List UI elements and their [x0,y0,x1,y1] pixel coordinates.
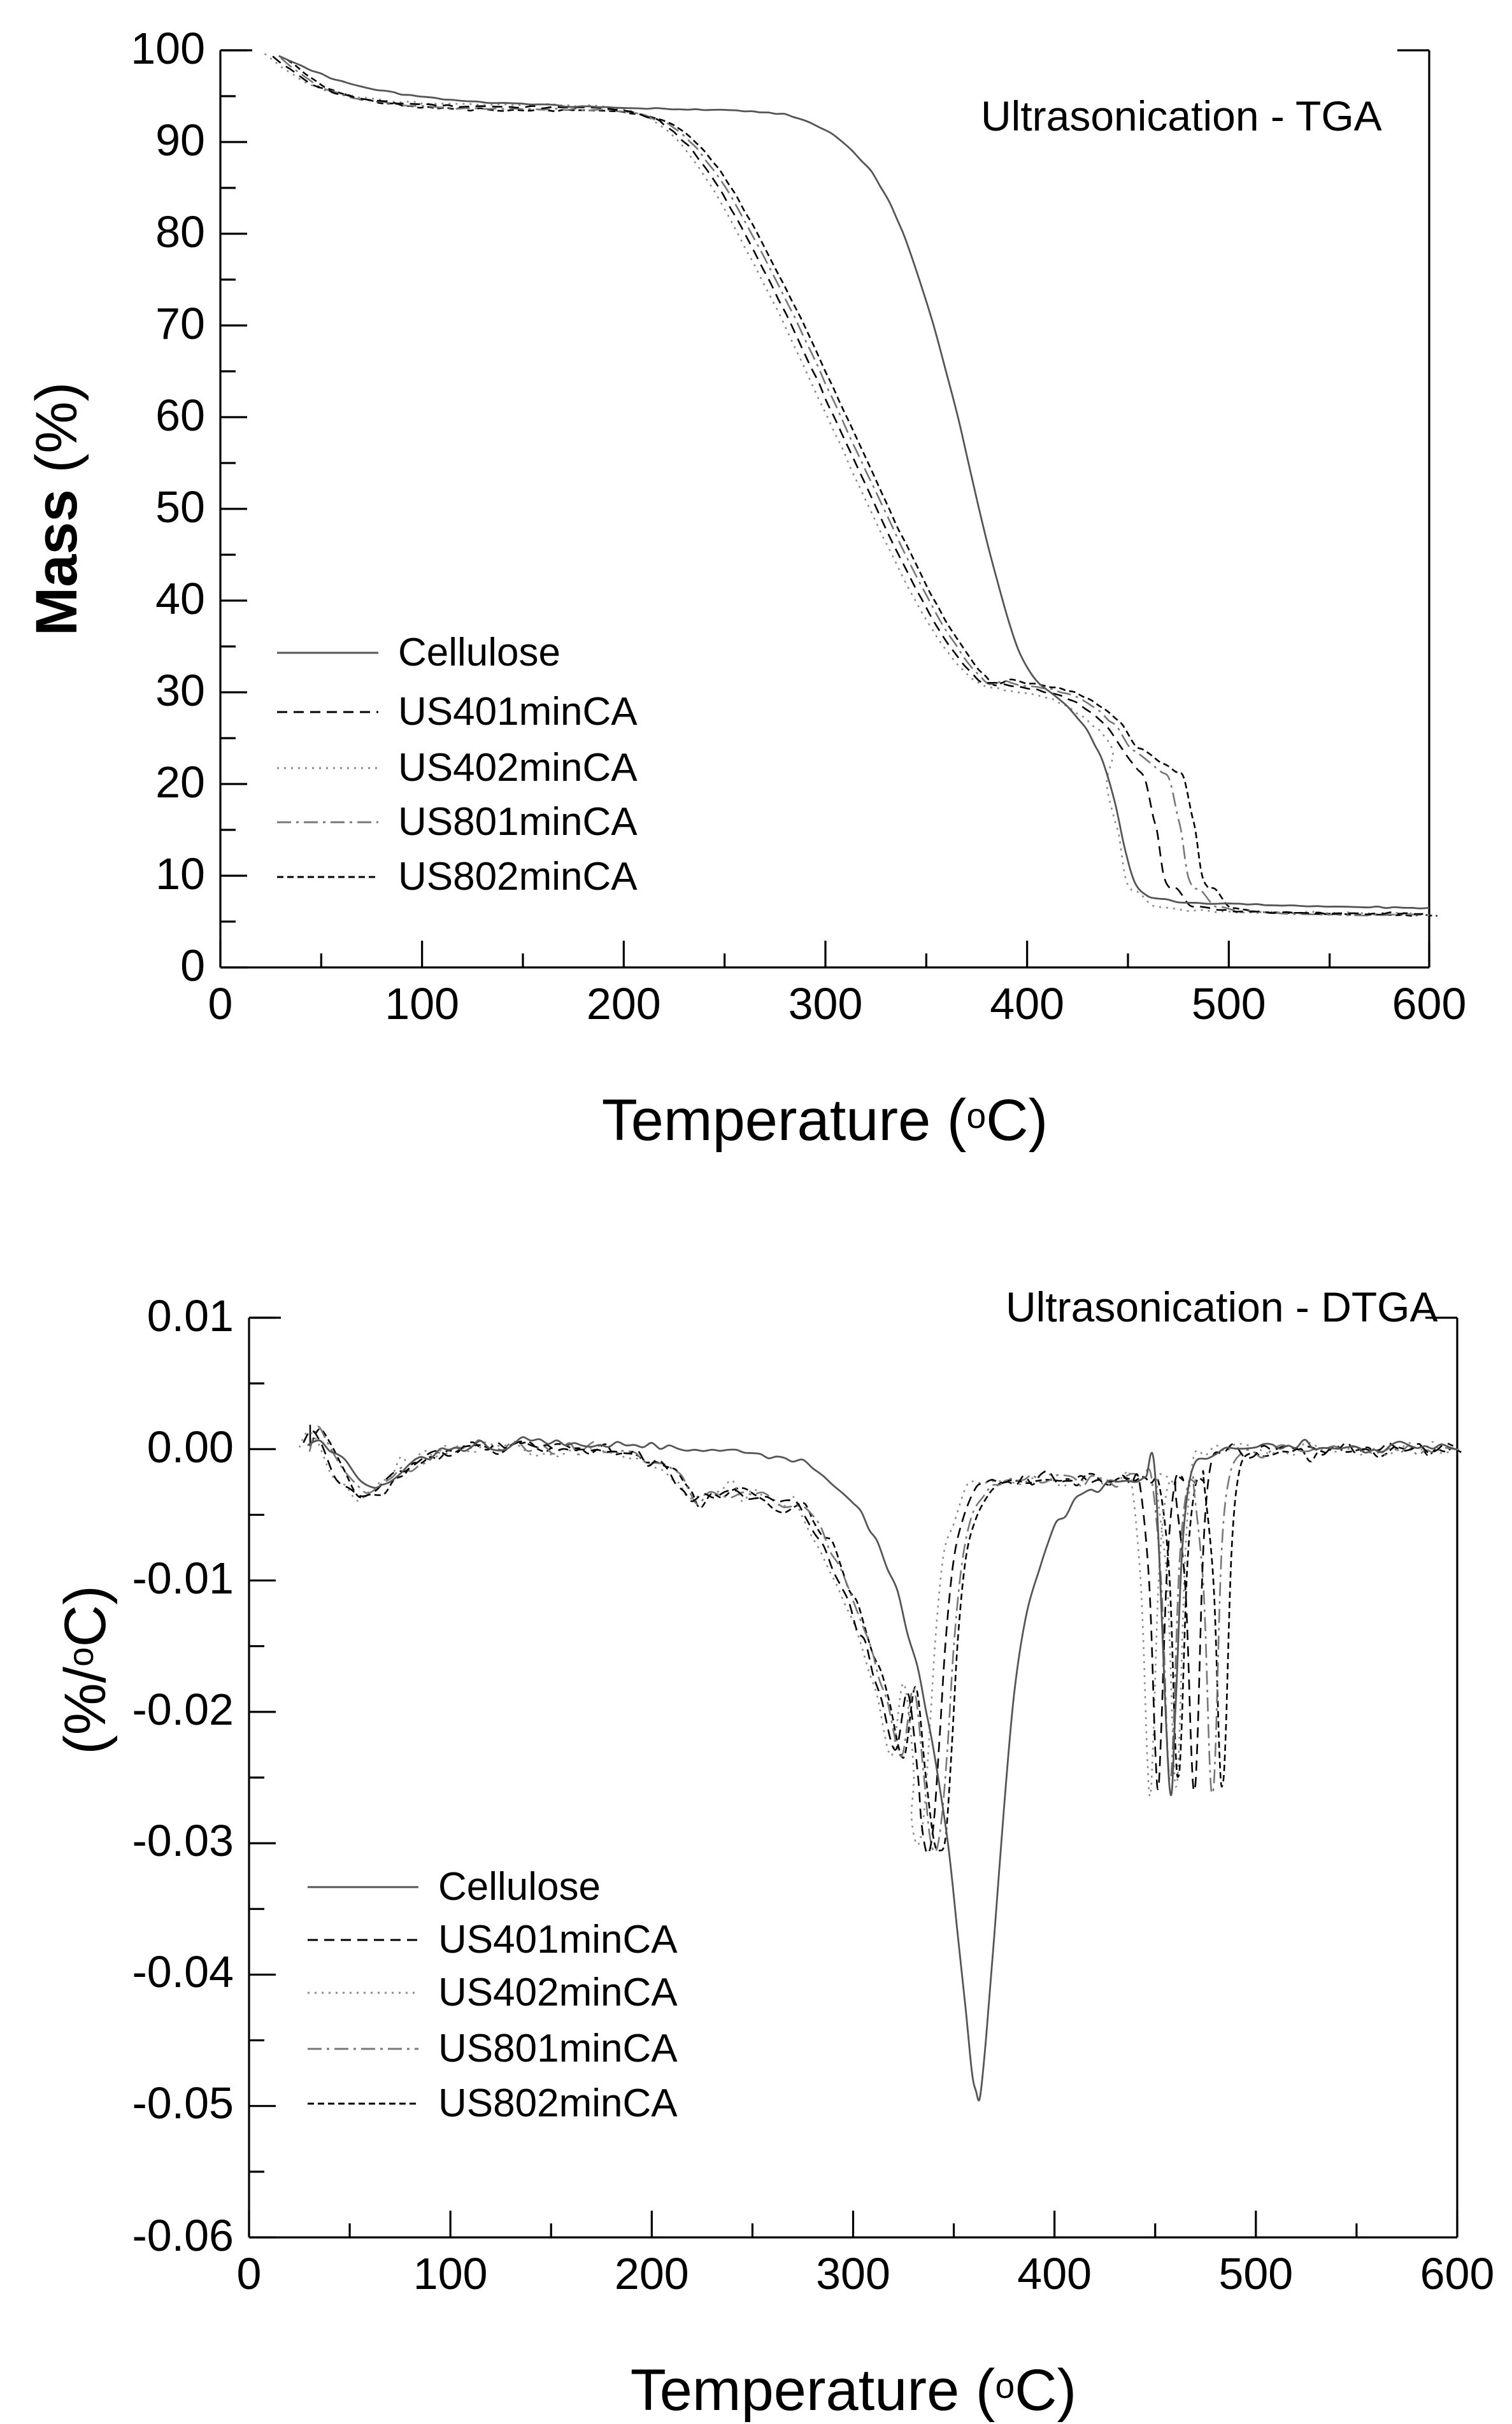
svg-text:500: 500 [1192,979,1266,1029]
svg-text:-0.06: -0.06 [132,2211,234,2260]
svg-text:-0.02: -0.02 [132,1685,234,1734]
svg-text:Cellulose: Cellulose [438,1865,601,1909]
svg-text:Ultrasonication - TGA: Ultrasonication - TGA [981,92,1382,139]
svg-text:0: 0 [180,941,205,990]
svg-text:50: 50 [155,482,205,532]
svg-text:Ultrasonication - DTGA: Ultrasonication - DTGA [1006,1283,1438,1330]
svg-text:200: 200 [587,979,661,1029]
svg-text:US801minCA: US801minCA [398,800,638,844]
svg-text:90: 90 [155,115,205,165]
svg-text:60: 60 [155,390,205,440]
svg-text:500: 500 [1218,2249,1293,2299]
svg-text:100: 100 [413,2249,488,2299]
svg-text:US802minCA: US802minCA [398,855,638,899]
svg-text:(%/oC): (%/oC) [53,1585,118,1755]
svg-text:30: 30 [155,666,205,715]
svg-text:600: 600 [1420,2249,1495,2299]
svg-text:US802minCA: US802minCA [438,2081,678,2125]
svg-text:400: 400 [1017,2249,1092,2299]
svg-text:300: 300 [788,979,863,1029]
svg-text:400: 400 [990,979,1064,1029]
svg-text:0.00: 0.00 [147,1422,234,1472]
svg-text:300: 300 [816,2249,890,2299]
svg-text:600: 600 [1392,979,1467,1029]
svg-text:Mass (%): Mass (%) [24,382,89,636]
svg-text:0: 0 [237,2249,262,2299]
svg-text:-0.05: -0.05 [132,2078,234,2128]
svg-text:100: 100 [385,979,459,1029]
svg-text:US801minCA: US801minCA [438,2027,678,2071]
svg-text:20: 20 [155,757,205,807]
svg-text:70: 70 [155,299,205,348]
svg-text:Cellulose: Cellulose [398,631,560,674]
svg-text:US401minCA: US401minCA [438,1918,678,1962]
svg-text:80: 80 [155,207,205,257]
svg-text:-0.03: -0.03 [132,1816,234,1865]
svg-text:0.01: 0.01 [147,1291,234,1341]
svg-text:40: 40 [155,574,205,624]
svg-text:US402minCA: US402minCA [398,746,638,790]
svg-text:-0.01: -0.01 [132,1553,234,1603]
svg-text:0: 0 [208,979,233,1029]
svg-text:US401minCA: US401minCA [398,690,638,734]
svg-text:-0.04: -0.04 [132,1947,234,1997]
svg-text:100: 100 [131,24,205,73]
svg-text:10: 10 [155,849,205,899]
svg-text:200: 200 [615,2249,689,2299]
svg-text:US402minCA: US402minCA [438,1971,678,2014]
